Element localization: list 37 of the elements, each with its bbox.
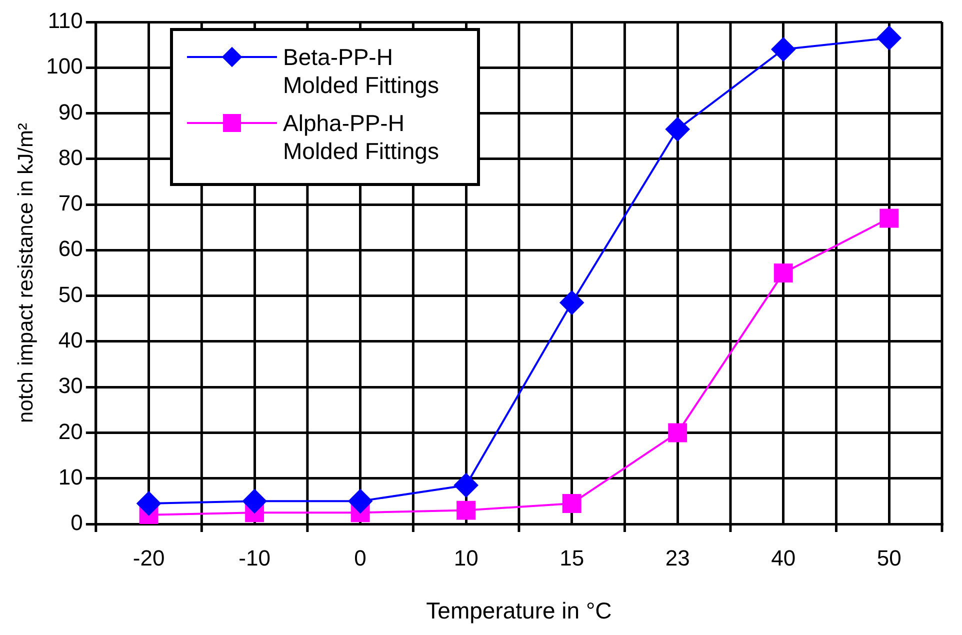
point xyxy=(668,423,688,442)
legend-label: Beta-PP-H Molded Fittings xyxy=(283,43,440,99)
y-tick-label: 50 xyxy=(58,282,83,307)
point xyxy=(348,489,372,514)
legend-label: Alpha-PP-H Molded Fittings xyxy=(283,109,440,165)
y-tick-label: 60 xyxy=(58,236,83,262)
x-axis-title: Temperature in °C xyxy=(426,598,612,624)
x-tick-label: 0 xyxy=(354,545,366,570)
point xyxy=(666,117,690,142)
y-tick-label: 0 xyxy=(70,510,83,536)
y-tick-label: 80 xyxy=(58,144,83,170)
point xyxy=(560,290,584,315)
y-tick-label: 100 xyxy=(46,54,83,79)
y-tick-label: 10 xyxy=(58,464,83,490)
point xyxy=(877,26,902,50)
y-tick-label: 90 xyxy=(58,99,83,124)
point xyxy=(880,208,899,228)
x-tick-label: 23 xyxy=(665,545,690,570)
y-tick-label: 70 xyxy=(58,190,83,216)
y-tick-label: 30 xyxy=(58,373,83,398)
x-tick-label: -10 xyxy=(238,545,270,570)
point xyxy=(136,491,161,516)
y-tick-label: 20 xyxy=(58,418,83,444)
point xyxy=(774,264,793,282)
x-tick-label: -20 xyxy=(132,545,165,570)
point xyxy=(454,473,478,498)
x-tick-label: 50 xyxy=(876,545,902,570)
x-tick-label: 10 xyxy=(454,545,478,570)
point xyxy=(242,489,267,514)
y-tick-label: 40 xyxy=(58,328,83,353)
y-tick-label: 110 xyxy=(48,8,83,34)
x-tick-label: 15 xyxy=(560,545,584,570)
point xyxy=(771,37,796,62)
point xyxy=(456,500,476,520)
y-axis-title: notch impact resistance in kJ/m² xyxy=(14,123,38,423)
point xyxy=(562,494,582,513)
x-tick-label: 40 xyxy=(771,545,796,570)
